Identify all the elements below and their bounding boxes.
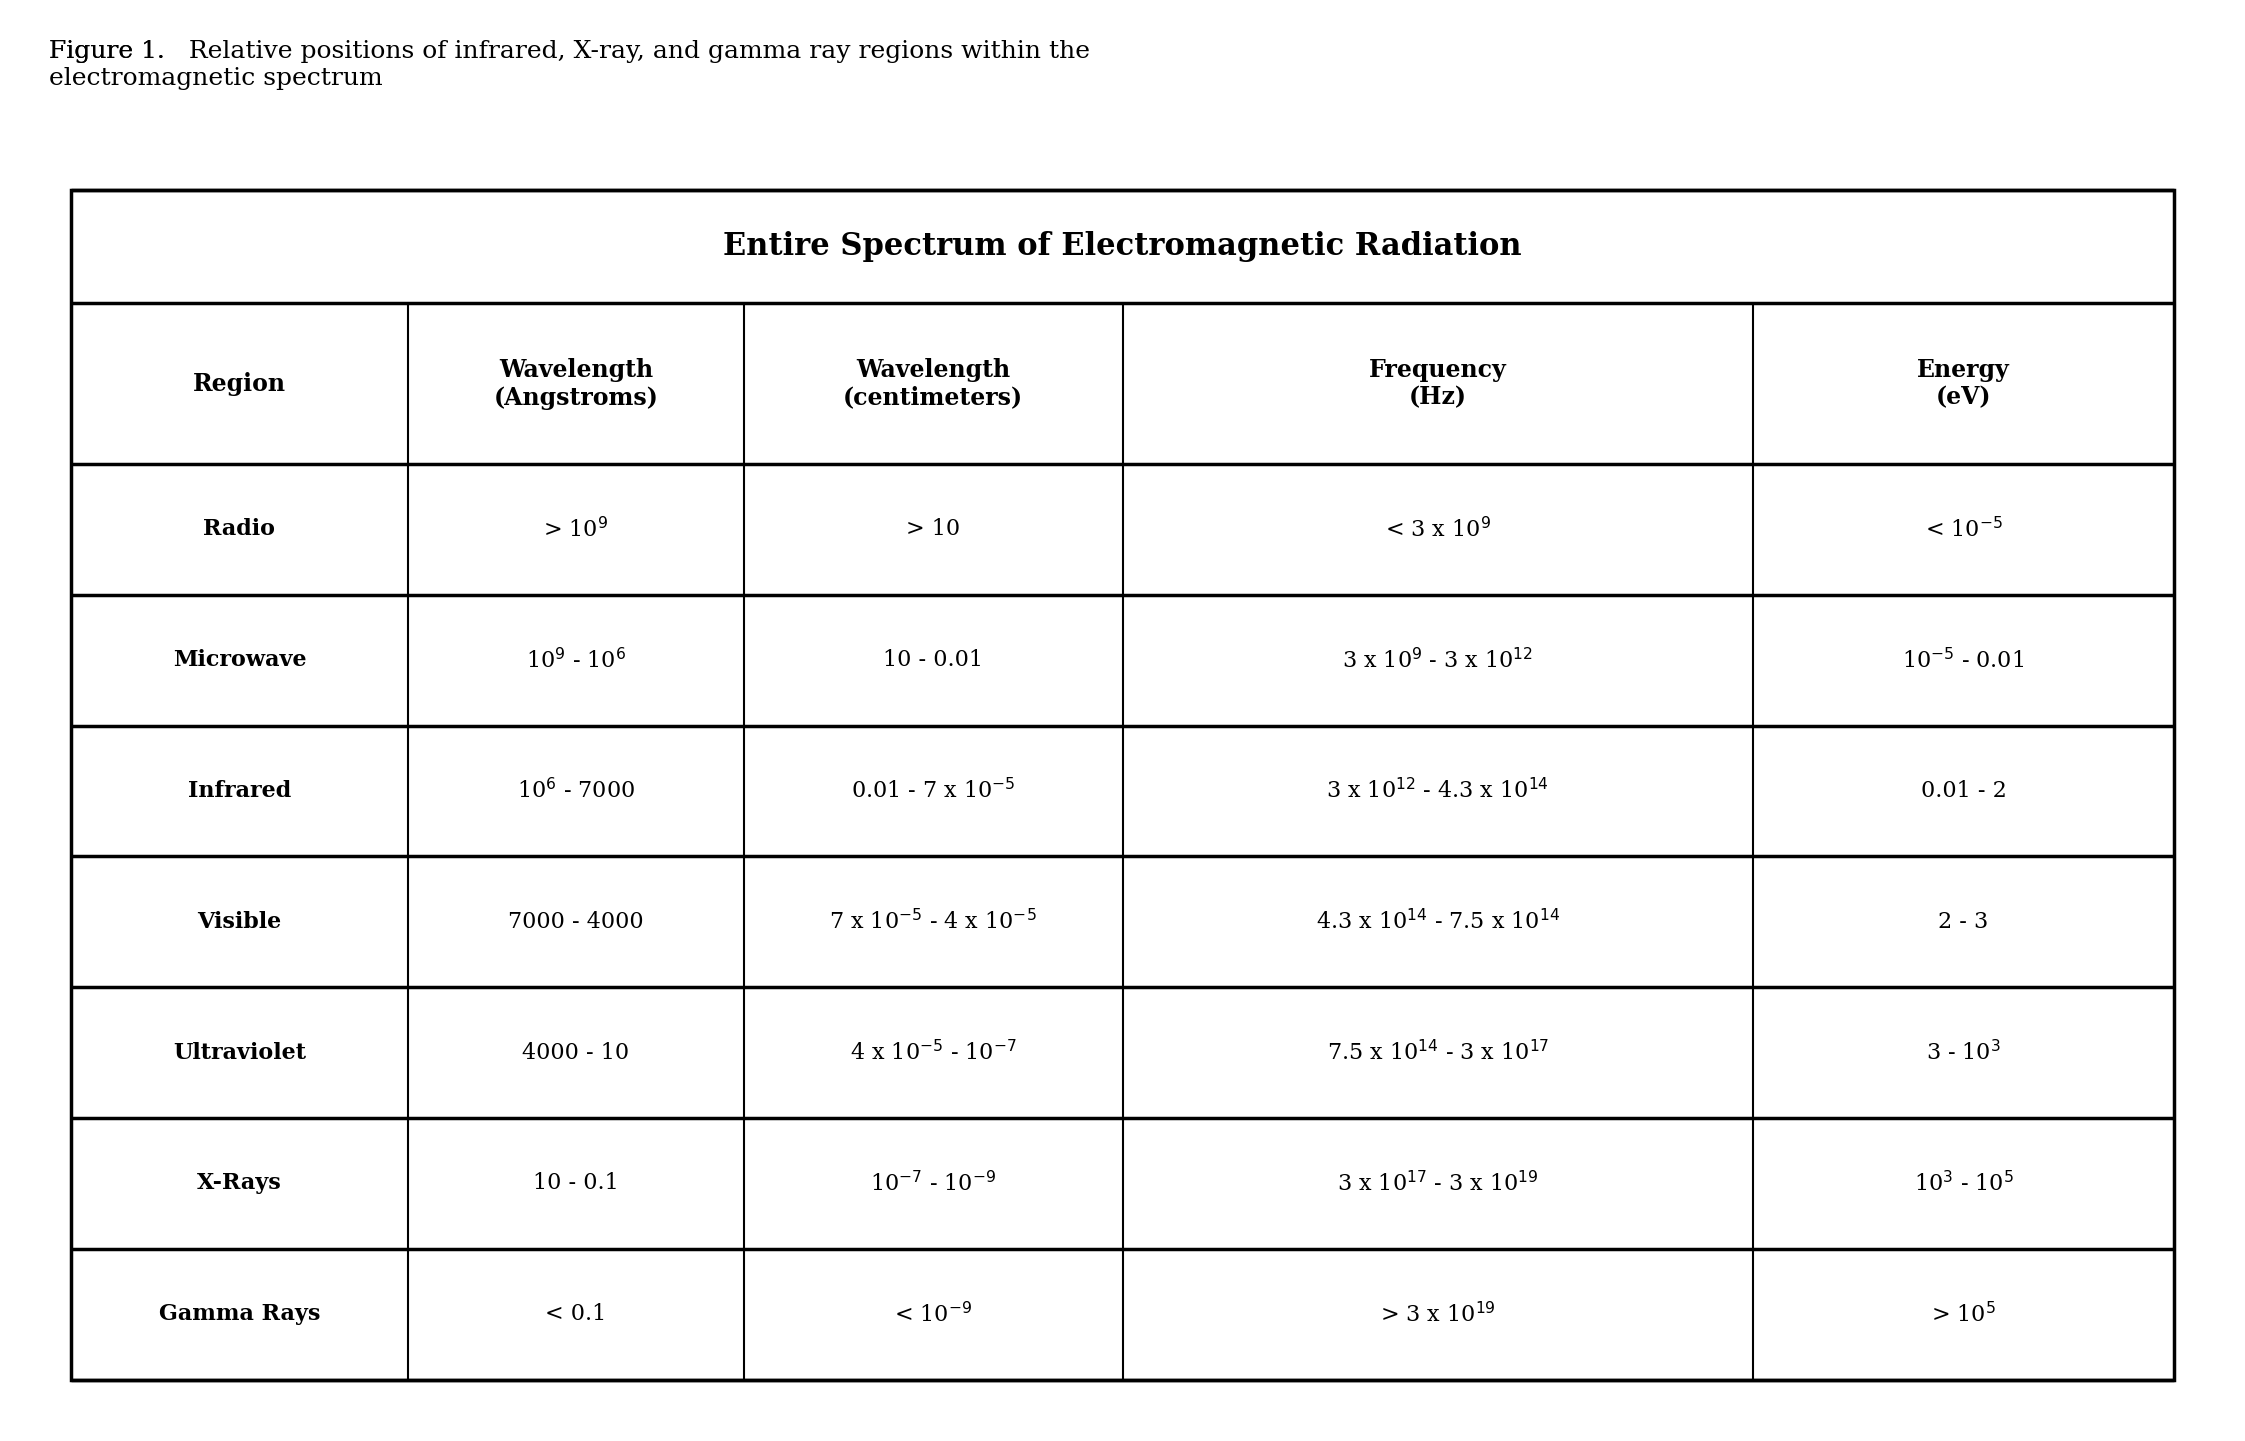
Text: 3 x 10$^{9}$ - 3 x 10$^{12}$: 3 x 10$^{9}$ - 3 x 10$^{12}$ <box>1343 647 1533 673</box>
Text: Figure 1.   Relative positions of infrared, X-ray, and gamma ray regions within : Figure 1. Relative positions of infrared… <box>49 40 1089 89</box>
Text: 2 - 3: 2 - 3 <box>1937 911 1989 932</box>
Text: Figure 1.: Figure 1. <box>49 40 164 63</box>
Text: Wavelength
(Angstroms): Wavelength (Angstroms) <box>494 357 658 409</box>
Text: 10$^{-7}$ - 10$^{-9}$: 10$^{-7}$ - 10$^{-9}$ <box>871 1170 997 1196</box>
Text: Energy
(eV): Energy (eV) <box>1917 357 2009 409</box>
Text: 7.5 x 10$^{14}$ - 3 x 10$^{17}$: 7.5 x 10$^{14}$ - 3 x 10$^{17}$ <box>1327 1040 1549 1065</box>
Text: 10$^{3}$ - 10$^{5}$: 10$^{3}$ - 10$^{5}$ <box>1913 1170 2014 1196</box>
Text: Wavelength
(centimeters): Wavelength (centimeters) <box>844 357 1024 409</box>
Text: Entire Spectrum of Electromagnetic Radiation: Entire Spectrum of Electromagnetic Radia… <box>723 232 1522 262</box>
Text: < 10$^{-5}$: < 10$^{-5}$ <box>1924 517 2003 542</box>
Text: 10$^{-5}$ - 0.01: 10$^{-5}$ - 0.01 <box>1902 647 2025 673</box>
Text: > 10$^{9}$: > 10$^{9}$ <box>543 517 608 542</box>
Text: Frequency
(Hz): Frequency (Hz) <box>1369 357 1506 409</box>
Text: < 0.1: < 0.1 <box>546 1303 606 1326</box>
Text: 10$^{6}$ - 7000: 10$^{6}$ - 7000 <box>516 778 635 804</box>
Text: 10$^{9}$ - 10$^{6}$: 10$^{9}$ - 10$^{6}$ <box>525 647 626 673</box>
Text: 10 - 0.01: 10 - 0.01 <box>882 648 983 672</box>
Text: Ultraviolet: Ultraviolet <box>173 1042 305 1063</box>
Text: Visible: Visible <box>198 911 281 932</box>
Text: 3 x 10$^{17}$ - 3 x 10$^{19}$: 3 x 10$^{17}$ - 3 x 10$^{19}$ <box>1338 1170 1538 1196</box>
Text: 3 - 10$^{3}$: 3 - 10$^{3}$ <box>1926 1040 2000 1065</box>
Text: 4000 - 10: 4000 - 10 <box>523 1042 629 1063</box>
Text: > 3 x 10$^{19}$: > 3 x 10$^{19}$ <box>1381 1301 1495 1327</box>
Text: X-Rays: X-Rays <box>198 1173 283 1195</box>
Text: Radio: Radio <box>204 519 276 540</box>
Text: > 10$^{5}$: > 10$^{5}$ <box>1931 1301 1996 1327</box>
Text: Infrared: Infrared <box>189 780 292 801</box>
Text: Region: Region <box>193 372 285 396</box>
Text: < 10$^{-9}$: < 10$^{-9}$ <box>894 1301 972 1327</box>
Text: 7000 - 4000: 7000 - 4000 <box>507 911 644 932</box>
Text: 0.01 - 7 x 10$^{-5}$: 0.01 - 7 x 10$^{-5}$ <box>851 778 1015 804</box>
Text: 4.3 x 10$^{14}$ - 7.5 x 10$^{14}$: 4.3 x 10$^{14}$ - 7.5 x 10$^{14}$ <box>1316 909 1560 934</box>
Text: 3 x 10$^{12}$ - 4.3 x 10$^{14}$: 3 x 10$^{12}$ - 4.3 x 10$^{14}$ <box>1327 778 1549 804</box>
Text: Microwave: Microwave <box>173 648 305 672</box>
Text: > 10: > 10 <box>907 519 961 540</box>
Text: 0.01 - 2: 0.01 - 2 <box>1922 780 2007 801</box>
Text: 7 x 10$^{-5}$ - 4 x 10$^{-5}$: 7 x 10$^{-5}$ - 4 x 10$^{-5}$ <box>828 909 1037 934</box>
Text: 10 - 0.1: 10 - 0.1 <box>532 1173 620 1195</box>
Text: 4 x 10$^{-5}$ - 10$^{-7}$: 4 x 10$^{-5}$ - 10$^{-7}$ <box>851 1040 1017 1065</box>
Text: < 3 x 10$^{9}$: < 3 x 10$^{9}$ <box>1385 517 1491 542</box>
Text: Gamma Rays: Gamma Rays <box>159 1303 321 1326</box>
